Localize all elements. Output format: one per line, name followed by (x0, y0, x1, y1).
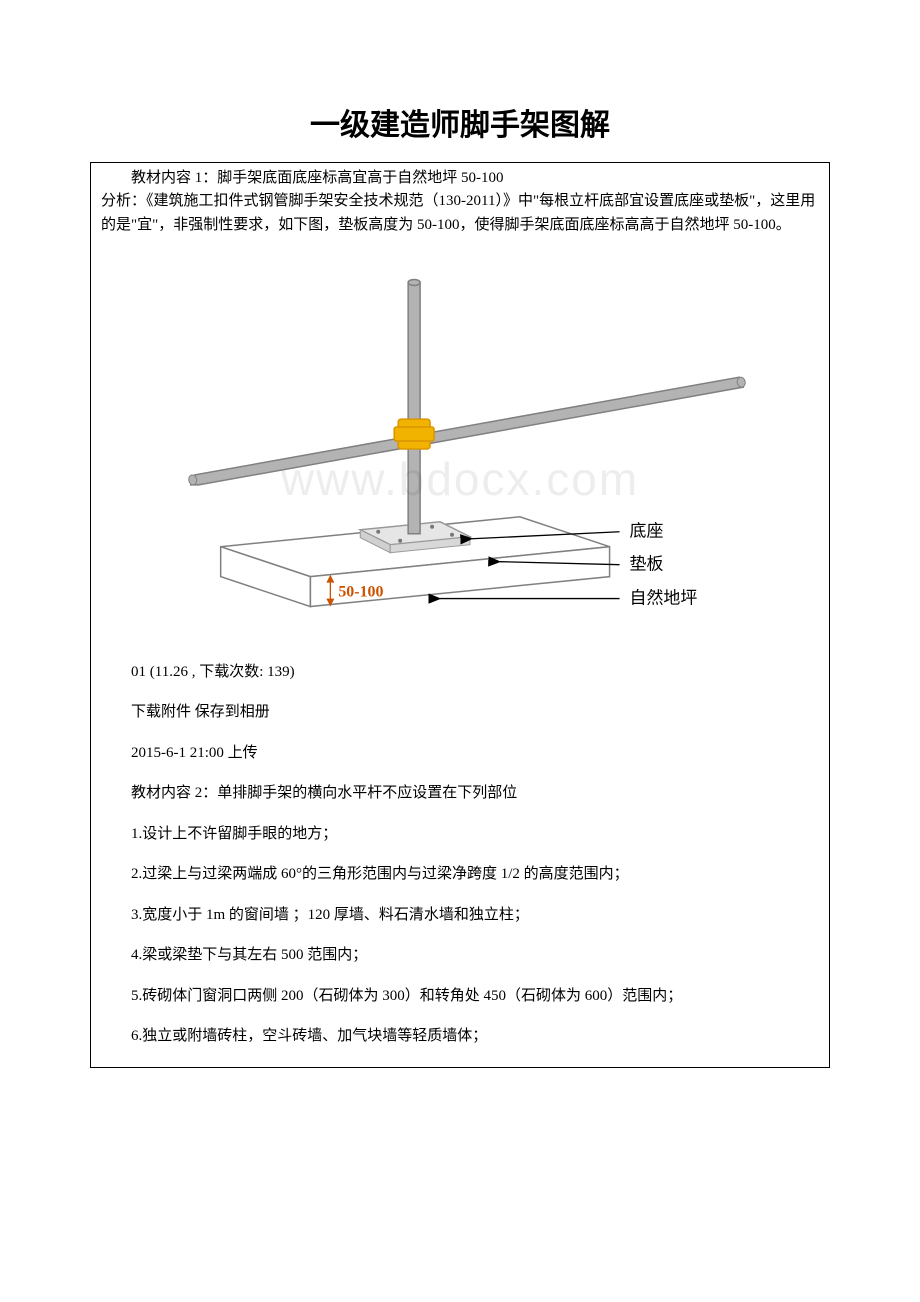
meta-line-1: 01 (11.26 , 下载次数: 139) (101, 652, 819, 693)
meta-line-2: 下载附件 保存到相册 (101, 692, 819, 733)
svg-text:底座: 底座 (630, 522, 664, 541)
callout-ground: 自然地坪 (440, 588, 697, 607)
list-item-4: 4.梁或梁垫下与其左右 500 范围内； (101, 935, 819, 976)
list-item-6: 6.独立或附墙砖柱，空斗砖墙、加气块墙等轻质墙体； (101, 1016, 819, 1057)
svg-text:50-100: 50-100 (338, 583, 383, 600)
document-page: 一级建造师脚手架图解 教材内容 1：脚手架底面底座标高宜高于自然地坪 50-10… (0, 0, 920, 1128)
intro-block: 教材内容 1：脚手架底面底座标高宜高于自然地坪 50-100 分析：《建筑施工扣… (101, 167, 819, 237)
coupler (394, 419, 434, 449)
svg-text:垫板: 垫板 (630, 554, 664, 573)
vertical-tube (408, 279, 420, 533)
intro-line-1: 教材内容 1：脚手架底面底座标高宜高于自然地坪 50-100 (101, 167, 819, 190)
scaffold-diagram: www.bdocx.com (101, 247, 819, 647)
meta-line-3: 2015-6-1 21:00 上传 (101, 733, 819, 774)
list-item-3: 3.宽度小于 1m 的窗间墙 ；120 厚墙、料石清水墙和独立柱； (101, 895, 819, 936)
diagram-svg: 50-100 底座 垫板 自然地坪 (101, 247, 819, 647)
list-item-5: 5.砖砌体门窗洞口两侧 200（石砌体为 300）和转角处 450（石砌体为 6… (101, 976, 819, 1017)
intro-line-2: 分析：《建筑施工扣件式钢管脚手架安全技术规范（130-2011）》中"每根立杆底… (101, 190, 819, 237)
page-title: 一级建造师脚手架图解 (90, 100, 830, 144)
svg-text:自然地坪: 自然地坪 (630, 588, 698, 607)
body-text: 01 (11.26 , 下载次数: 139) 下载附件 保存到相册 2015-6… (101, 652, 819, 1057)
content-box: 教材内容 1：脚手架底面底座标高宜高于自然地坪 50-100 分析：《建筑施工扣… (90, 162, 830, 1068)
list-item-2: 2.过梁上与过梁两端成 60°的三角形范围内与过梁净跨度 1/2 的高度范围内； (101, 854, 819, 895)
list-item-1: 1.设计上不许留脚手眼的地方； (101, 814, 819, 855)
section-2-title: 教材内容 2：单排脚手架的横向水平杆不应设置在下列部位 (101, 773, 819, 814)
horizontal-tube (188, 376, 746, 485)
